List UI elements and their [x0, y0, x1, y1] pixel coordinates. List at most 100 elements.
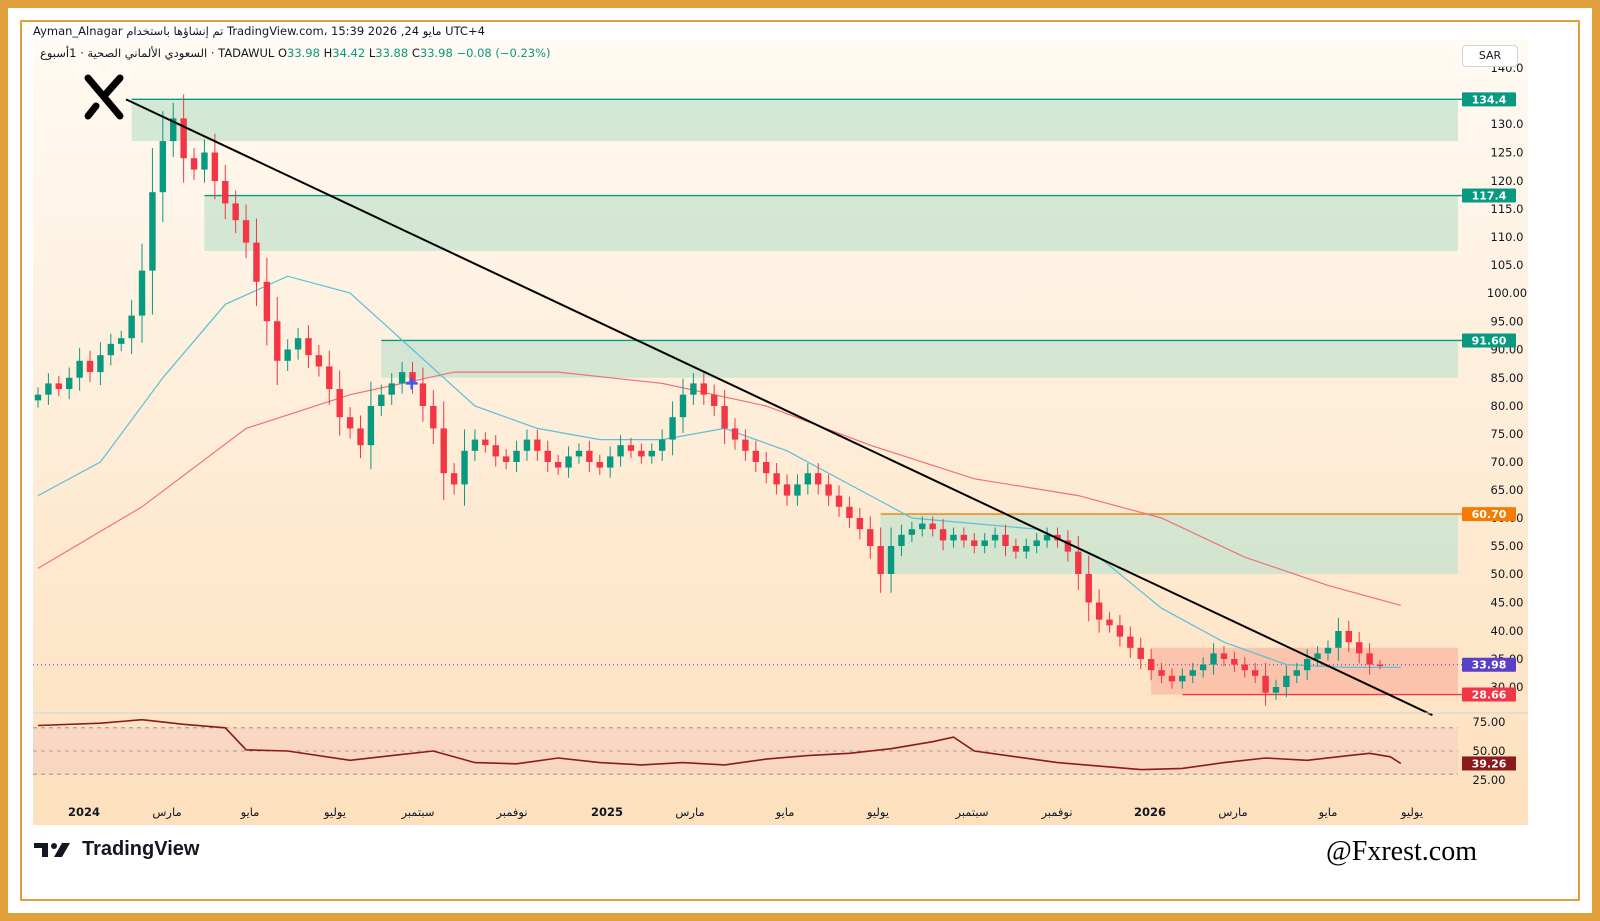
time-tick-8: مايو: [775, 805, 795, 820]
candle-66: [721, 390, 728, 445]
open-label: O: [277, 46, 287, 60]
candle-body: [669, 417, 676, 440]
time-tick-3: يوليو: [323, 805, 346, 820]
candle-7: [107, 333, 115, 366]
candle-body: [1147, 659, 1155, 671]
price-tick-7: 100.00: [1487, 286, 1527, 300]
candle-96: [1033, 533, 1040, 554]
time-tick-5: نوفمبر: [495, 805, 527, 820]
candle-body: [502, 456, 510, 462]
candle-103: [1106, 612, 1113, 633]
price-label-text: 91.60: [1472, 334, 1507, 347]
candle-body: [1210, 653, 1217, 665]
candle-body: [731, 428, 739, 440]
candle-body: [440, 428, 447, 474]
candle-body: [898, 534, 905, 546]
candle-11: [149, 147, 156, 315]
candle-body: [950, 534, 957, 541]
candle-28: [326, 350, 333, 405]
candle-body: [1262, 675, 1269, 693]
zone-green-0: [131, 99, 1458, 142]
candle-25: [294, 328, 302, 360]
candle-24: [284, 339, 291, 371]
candle-91: [981, 533, 988, 554]
price-tick-19: 40.00: [1491, 624, 1524, 638]
x-marker-icon: [84, 74, 124, 120]
candle-79: [856, 507, 864, 540]
candle-body: [1137, 647, 1144, 659]
candle-body: [1127, 636, 1134, 648]
candle-body: [513, 450, 520, 462]
candle-67: [731, 418, 739, 450]
candle-90: [971, 533, 978, 554]
candle-54: [596, 454, 603, 475]
candle-94: [1012, 538, 1020, 559]
price-tick-5: 110.0: [1491, 230, 1524, 244]
price-label-bg: [1462, 333, 1516, 348]
price-label-bg: [1462, 687, 1516, 702]
candle-50: [554, 454, 562, 475]
candle-body: [294, 338, 302, 350]
symbol-legend: السعودي الألماني الصحية · 1أسبوع · TADAW…: [40, 46, 551, 60]
candle-body: [523, 439, 531, 451]
candle-body: [1043, 534, 1051, 541]
candle-body: [690, 383, 697, 395]
candle-body: [149, 192, 156, 271]
candle-body: [825, 484, 832, 496]
candle-77: [835, 485, 843, 517]
candle-body: [1241, 664, 1248, 671]
candle-16: [201, 139, 208, 183]
candle-body: [398, 372, 406, 384]
candle-18: [222, 165, 229, 220]
candle-body: [867, 529, 874, 546]
candle-80: [867, 516, 874, 559]
candle-14: [180, 94, 187, 183]
price-tick-12: 75.00: [1491, 427, 1524, 441]
chart-background: [33, 40, 1528, 825]
candle-4: [76, 347, 83, 391]
candle-body: [450, 473, 458, 485]
candle-body: [658, 439, 666, 451]
candle-55: [606, 446, 614, 478]
time-tick-6: 2025: [591, 805, 623, 819]
candle-45: [502, 449, 510, 470]
candle-21: [253, 218, 260, 306]
candle-86: [929, 516, 936, 537]
candle-body: [242, 220, 250, 243]
candle-116: [1241, 657, 1248, 678]
candle-102: [1095, 589, 1103, 633]
candle-body: [856, 518, 864, 530]
candle-body: [638, 450, 645, 457]
candle-body: [367, 406, 375, 446]
candle-body: [887, 546, 895, 574]
candle-81: [877, 527, 884, 593]
rsi-value-bg: [1462, 756, 1516, 771]
candle-body: [253, 242, 260, 282]
candle-body: [1345, 631, 1352, 643]
candle-body: [565, 456, 572, 468]
candle-body: [596, 462, 603, 468]
candle-body: [1303, 659, 1311, 671]
candle-51: [565, 446, 572, 478]
candle-89: [960, 527, 968, 548]
candle-body: [107, 343, 115, 356]
candle-106: [1137, 637, 1144, 670]
price-tick-3: 120.0: [1491, 174, 1524, 188]
candle-body: [877, 546, 884, 574]
candle-body: [544, 450, 551, 462]
candle-85: [919, 516, 926, 537]
crosshair-marker-icon: [405, 377, 418, 390]
candle-10: [138, 243, 146, 343]
candle-19: [232, 190, 239, 234]
candle-body: [1335, 631, 1342, 648]
currency-button[interactable]: SAR: [1462, 45, 1518, 67]
candle-111: [1189, 662, 1196, 684]
candle-70: [763, 451, 770, 484]
price-tick-17: 50.00: [1491, 567, 1524, 581]
price-label-1: 117.4: [1462, 188, 1516, 203]
candle-body: [991, 534, 999, 541]
tradingview-logo: TradingView: [34, 838, 199, 861]
candle-body: [815, 473, 822, 485]
time-tick-2: مايو: [240, 805, 260, 820]
